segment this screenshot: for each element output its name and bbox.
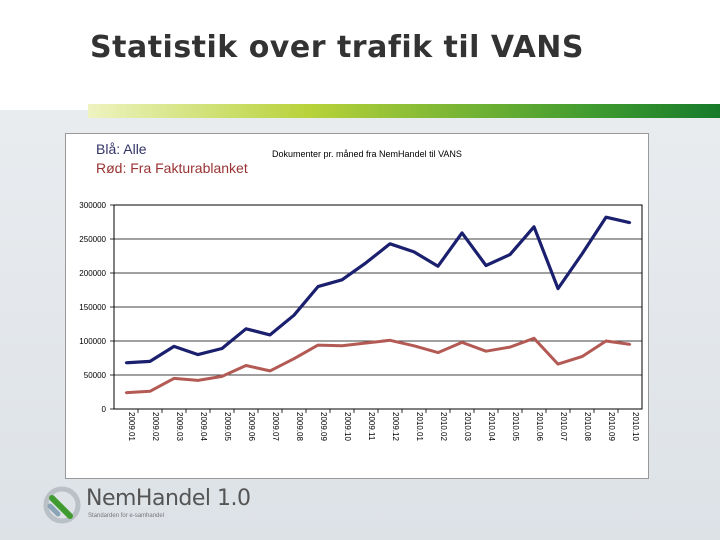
slide-title: Statistik over trafik til VANS xyxy=(90,30,585,65)
data-point-alle xyxy=(316,285,320,288)
x-tick-label: 2010.01 xyxy=(415,412,424,441)
x-tick-label: 2010.02 xyxy=(439,412,448,441)
data-point-alle xyxy=(388,242,392,245)
data-point-fakturablanket xyxy=(340,344,344,347)
y-tick-label: 200000 xyxy=(79,269,106,278)
x-tick-label: 2009.01 xyxy=(127,412,136,441)
y-tick-label: 50000 xyxy=(84,371,107,380)
x-tick-label: 2010.03 xyxy=(463,412,472,441)
data-point-fakturablanket xyxy=(244,364,248,367)
x-tick-label: 2009.08 xyxy=(295,412,304,441)
series-line-fakturablanket xyxy=(125,336,631,395)
data-point-alle xyxy=(604,216,608,219)
data-point-alle xyxy=(292,313,296,317)
y-tick-label: 100000 xyxy=(79,337,106,346)
data-point-fakturablanket xyxy=(436,351,440,354)
x-tick-label: 2010.08 xyxy=(583,412,592,441)
data-point-alle xyxy=(580,252,584,256)
data-point-fakturablanket xyxy=(532,337,536,340)
data-point-alle xyxy=(364,261,368,264)
x-tick-label: 2009.11 xyxy=(367,412,376,441)
x-tick-label: 2009.03 xyxy=(175,412,184,441)
x-tick-label: 2009.09 xyxy=(319,412,328,441)
data-point-alle xyxy=(172,345,176,348)
nemhandel-logo-icon xyxy=(43,486,81,524)
x-tick-label: 2010.09 xyxy=(607,412,616,441)
x-tick-label: 2010.10 xyxy=(631,412,640,441)
data-point-alle xyxy=(148,360,152,363)
data-point-alle xyxy=(220,347,224,350)
data-point-alle xyxy=(460,231,464,235)
y-tick-label: 0 xyxy=(102,405,107,414)
data-point-fakturablanket xyxy=(484,350,488,353)
data-point-fakturablanket xyxy=(316,343,320,347)
chart-frame xyxy=(65,133,649,479)
data-point-alle xyxy=(628,221,632,224)
x-tick-label: 2009.12 xyxy=(391,412,400,441)
data-point-alle xyxy=(532,225,536,228)
x-tick-label: 2009.02 xyxy=(151,412,160,441)
x-tick-label: 2010.05 xyxy=(511,412,520,441)
data-point-alle xyxy=(268,333,272,337)
data-point-fakturablanket xyxy=(412,344,416,347)
data-point-fakturablanket xyxy=(508,345,512,349)
data-point-fakturablanket xyxy=(124,391,128,394)
data-point-fakturablanket xyxy=(220,375,224,378)
data-point-fakturablanket xyxy=(556,362,560,366)
x-tick-label: 2009.10 xyxy=(343,412,352,441)
x-tick-label: 2009.06 xyxy=(247,412,256,441)
series-line-alle xyxy=(125,215,631,365)
x-tick-label: 2010.04 xyxy=(487,412,496,441)
logo-text: NemHandel 1.0 xyxy=(86,486,251,511)
legend-blue-label: Blå: Alle xyxy=(96,141,147,157)
chart-title: Dokumenter pr. måned fra NemHandel til V… xyxy=(272,149,462,159)
data-point-alle xyxy=(412,250,416,254)
data-point-fakturablanket xyxy=(628,343,632,346)
y-tick-label: 300000 xyxy=(79,201,106,210)
y-tick-label: 250000 xyxy=(79,235,106,244)
data-point-alle xyxy=(340,278,344,281)
data-point-fakturablanket xyxy=(460,341,464,344)
data-point-alle xyxy=(436,265,440,268)
logo-tagline: Standarden for e-samhandel xyxy=(88,513,165,519)
data-point-fakturablanket xyxy=(364,341,368,345)
x-tick-label: 2009.04 xyxy=(199,412,208,441)
data-point-fakturablanket xyxy=(580,355,584,358)
data-point-fakturablanket xyxy=(388,339,392,342)
title-accent-bar xyxy=(88,104,720,118)
data-point-alle xyxy=(484,264,488,267)
data-point-alle xyxy=(196,353,200,356)
x-tick-label: 2009.05 xyxy=(223,412,232,441)
data-point-alle xyxy=(556,287,560,290)
data-point-fakturablanket xyxy=(268,369,272,373)
data-point-fakturablanket xyxy=(604,339,608,343)
data-point-alle xyxy=(124,361,128,364)
x-tick-label: 2010.06 xyxy=(535,412,544,441)
x-tick-label: 2009.07 xyxy=(271,412,280,441)
data-point-alle xyxy=(508,253,512,256)
data-point-fakturablanket xyxy=(292,357,296,360)
x-tick-label: 2010.07 xyxy=(559,412,568,441)
data-point-alle xyxy=(244,327,248,330)
data-point-fakturablanket xyxy=(172,377,176,380)
data-point-fakturablanket xyxy=(196,379,200,382)
data-point-fakturablanket xyxy=(148,390,152,393)
y-tick-label: 150000 xyxy=(79,303,106,312)
legend-red-label: Rød: Fra Fakturablanket xyxy=(96,160,248,176)
